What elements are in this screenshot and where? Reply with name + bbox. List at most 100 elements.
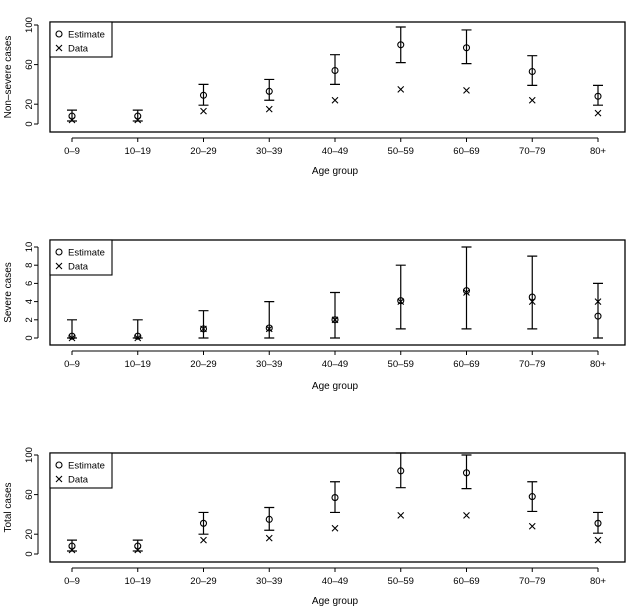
y-tick-label: 10 xyxy=(24,242,35,253)
x-axis-label: Age group xyxy=(312,381,359,392)
error-bar xyxy=(395,26,406,64)
x-tick-label: 80+ xyxy=(590,359,607,370)
error-bar xyxy=(330,54,340,85)
data-point xyxy=(134,334,142,342)
x-tick-label: 70–79 xyxy=(519,146,545,157)
x-tick-label: 10–19 xyxy=(125,576,151,587)
panel-3-frame xyxy=(49,452,626,563)
error-bar xyxy=(527,55,538,86)
error-bar xyxy=(527,255,538,330)
data-point xyxy=(463,289,470,296)
data-point xyxy=(594,298,602,305)
estimate-point xyxy=(199,519,208,527)
x-axis-label: Age group xyxy=(312,596,359,607)
legend-data-label: Data xyxy=(68,44,89,55)
legend-data-symbol xyxy=(55,475,63,483)
error-bar xyxy=(461,454,472,490)
estimate-point xyxy=(331,494,339,502)
y-tick-label: 0 xyxy=(24,551,35,556)
data-point xyxy=(134,116,142,124)
x-tick-label: 0–9 xyxy=(64,576,80,587)
x-axis-label: Age group xyxy=(312,166,359,177)
y-tick-label: 20 xyxy=(24,529,35,540)
data-point xyxy=(528,298,536,305)
legend-estimate-label: Estimate xyxy=(68,248,105,259)
estimate-point xyxy=(462,469,471,477)
error-bar xyxy=(198,83,209,106)
y-tick-label: 100 xyxy=(24,17,35,33)
legend-estimate-label: Estimate xyxy=(68,461,105,472)
legend-estimate-symbol xyxy=(55,248,63,256)
data-point xyxy=(68,116,76,124)
error-bar xyxy=(67,319,77,339)
y-tick-label: 8 xyxy=(24,263,35,268)
x-tick-label: 10–19 xyxy=(125,146,151,157)
x-tick-label: 30–39 xyxy=(256,146,282,157)
y-tick-label: 2 xyxy=(24,317,35,322)
error-bar xyxy=(593,282,603,339)
error-bar xyxy=(593,84,603,106)
panel-2-frame xyxy=(49,239,626,346)
x-tick-label: 70–79 xyxy=(519,576,545,587)
data-point xyxy=(594,109,602,117)
y-tick-label: 0 xyxy=(24,121,35,126)
y-tick-label: 60 xyxy=(24,59,35,70)
y-tick-label: 60 xyxy=(24,489,35,500)
estimate-point xyxy=(265,515,273,523)
estimate-point xyxy=(134,332,142,340)
error-bar xyxy=(198,310,209,339)
data-point xyxy=(200,107,207,115)
x-tick-label: 0–9 xyxy=(64,359,80,370)
data-point xyxy=(200,325,207,333)
x-tick-label: 20–29 xyxy=(190,146,216,157)
x-tick-label: 50–59 xyxy=(388,576,414,587)
x-tick-label: 70–79 xyxy=(519,359,545,370)
data-point xyxy=(68,546,76,554)
x-tick-label: 30–39 xyxy=(256,576,282,587)
x-tick-label: 80+ xyxy=(590,146,607,157)
error-bar xyxy=(330,481,340,514)
estimate-point xyxy=(199,325,208,333)
data-point xyxy=(528,96,536,104)
data-point xyxy=(397,298,405,305)
x-tick-label: 60–69 xyxy=(453,576,479,587)
estimate-point xyxy=(397,41,405,49)
estimate-point xyxy=(68,112,76,120)
x-tick-label: 60–69 xyxy=(453,146,479,157)
data-point xyxy=(463,512,470,519)
y-axis-label: Non–severe cases xyxy=(3,36,14,119)
x-tick-label: 20–29 xyxy=(190,576,216,587)
error-bar xyxy=(593,511,603,534)
error-bar xyxy=(264,78,275,101)
error-bar xyxy=(461,29,472,65)
legend-estimate-symbol xyxy=(55,461,63,469)
data-point xyxy=(200,536,207,544)
data-point xyxy=(331,524,339,532)
legend-box xyxy=(49,452,113,489)
estimate-point xyxy=(397,467,405,475)
estimate-point xyxy=(199,91,208,99)
estimate-point xyxy=(594,519,602,527)
y-tick-label: 20 xyxy=(24,99,35,110)
legend-estimate-symbol xyxy=(55,30,63,38)
estimate-point xyxy=(68,332,76,340)
error-bar xyxy=(395,452,406,489)
error-bar xyxy=(132,319,143,339)
data-point xyxy=(331,316,339,324)
x-tick-label: 0–9 xyxy=(64,146,80,157)
legend-data-symbol xyxy=(55,44,63,52)
error-bar xyxy=(395,264,406,330)
y-axis-label: Total cases xyxy=(3,482,14,532)
x-tick-label: 20–29 xyxy=(190,359,216,370)
data-point xyxy=(463,86,470,94)
estimate-point xyxy=(397,297,405,305)
error-bar xyxy=(198,511,209,535)
error-bar xyxy=(264,506,275,531)
data-point xyxy=(331,96,339,104)
data-point xyxy=(265,105,273,113)
error-bar xyxy=(264,301,275,339)
estimate-point xyxy=(134,112,142,120)
x-tick-label: 30–39 xyxy=(256,359,282,370)
x-tick-label: 10–19 xyxy=(125,359,151,370)
x-tick-label: 40–49 xyxy=(322,146,348,157)
